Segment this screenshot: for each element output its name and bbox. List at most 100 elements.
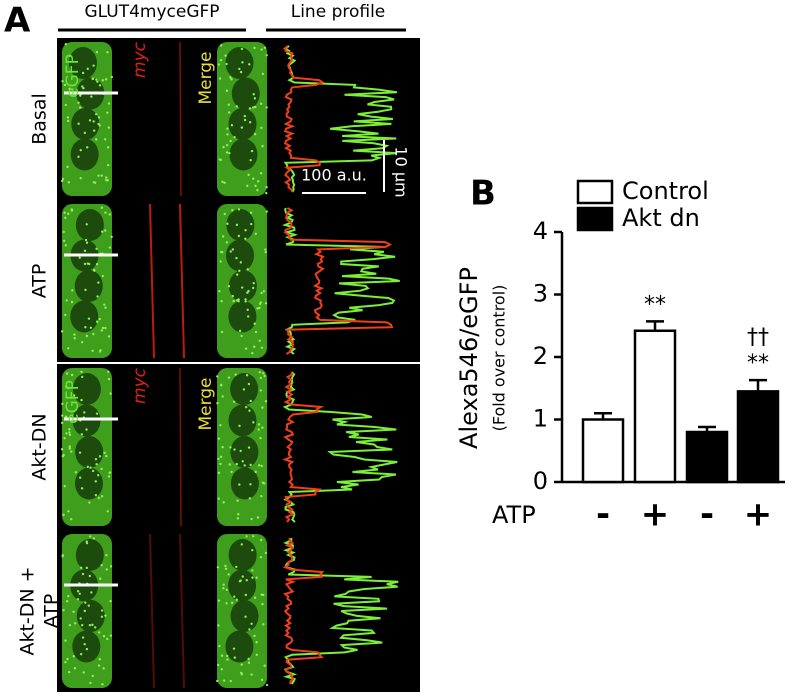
speckle <box>86 262 90 265</box>
speckle <box>76 598 80 601</box>
speckle <box>246 308 249 312</box>
speckle <box>61 555 64 558</box>
speckle <box>225 151 229 154</box>
speckle <box>219 260 222 263</box>
speckle <box>63 437 66 440</box>
speckle <box>219 462 222 466</box>
speckle <box>95 320 99 323</box>
speckle <box>245 535 248 538</box>
speckle <box>108 213 111 216</box>
speckle <box>106 111 109 114</box>
speckle <box>79 566 83 570</box>
speckle <box>79 176 82 180</box>
speckle <box>247 173 250 177</box>
speckle <box>89 535 92 538</box>
speckle <box>221 235 225 238</box>
speckle <box>255 641 258 644</box>
speckle <box>225 241 229 244</box>
nucleus <box>72 373 101 405</box>
speckle <box>250 622 253 625</box>
row-label: ATP <box>29 264 51 299</box>
speckle <box>88 574 92 578</box>
speckle <box>264 302 268 305</box>
speckle <box>217 497 221 500</box>
speckle <box>103 229 107 232</box>
profile-red <box>282 537 325 685</box>
speckle <box>262 371 265 375</box>
speckle <box>250 149 254 153</box>
speckle <box>238 329 242 333</box>
speckle <box>105 568 108 571</box>
membrane <box>149 203 155 359</box>
speckle <box>265 54 268 57</box>
speckle <box>258 339 262 342</box>
scale-label: 10 μm <box>392 146 411 197</box>
speckle <box>219 59 223 62</box>
speckle <box>257 428 260 431</box>
speckle <box>259 555 263 559</box>
speckle <box>105 178 108 182</box>
speckle <box>107 370 110 373</box>
speckle <box>259 389 262 392</box>
speckle <box>232 400 236 403</box>
speckle <box>244 237 247 240</box>
speckle <box>242 388 246 391</box>
speckle <box>85 541 89 545</box>
membrane <box>149 533 155 689</box>
nucleus <box>75 209 104 241</box>
speckle <box>241 575 244 578</box>
speckle <box>259 376 263 380</box>
speckle <box>61 414 64 417</box>
speckle <box>81 375 84 379</box>
speckle <box>66 116 70 119</box>
speckle <box>253 634 256 638</box>
speckle <box>253 97 257 100</box>
speckle <box>249 158 252 162</box>
speckle <box>79 94 82 97</box>
speckle <box>98 317 101 321</box>
membrane <box>179 41 182 197</box>
speckle <box>92 537 95 540</box>
speckle <box>259 538 263 542</box>
speckle <box>66 119 70 123</box>
speckle <box>110 235 113 239</box>
speckle <box>239 449 242 453</box>
speckle <box>105 553 108 557</box>
annotation: ** <box>644 292 666 317</box>
speckle <box>248 628 251 631</box>
speckle <box>95 463 98 466</box>
speckle <box>247 289 250 293</box>
speckle <box>240 334 243 338</box>
row-label: ATP <box>41 594 63 629</box>
speckle <box>107 335 111 338</box>
speckle <box>97 281 100 284</box>
speckle <box>253 132 257 136</box>
speckle <box>89 466 92 469</box>
speckle <box>106 163 110 167</box>
speckle <box>240 671 243 675</box>
speckle <box>60 448 64 451</box>
speckle <box>264 250 268 254</box>
speckle <box>76 590 80 593</box>
speckle <box>220 330 224 334</box>
nucleus <box>228 108 257 140</box>
speckle <box>65 299 68 302</box>
speckle <box>221 180 224 184</box>
speckle <box>81 71 85 75</box>
speckle <box>222 145 225 149</box>
speckle <box>264 551 268 555</box>
speckle <box>60 421 64 425</box>
speckle <box>104 306 107 309</box>
speckle <box>216 402 219 405</box>
speckle <box>258 306 261 310</box>
speckle <box>217 63 221 66</box>
speckle <box>229 446 232 449</box>
speckle <box>216 566 220 569</box>
speckle <box>106 637 109 641</box>
speckle <box>67 594 70 598</box>
speckle <box>236 299 239 302</box>
speckle <box>252 421 255 424</box>
speckle <box>229 250 232 253</box>
speckle <box>68 433 72 437</box>
speckle <box>225 602 228 605</box>
